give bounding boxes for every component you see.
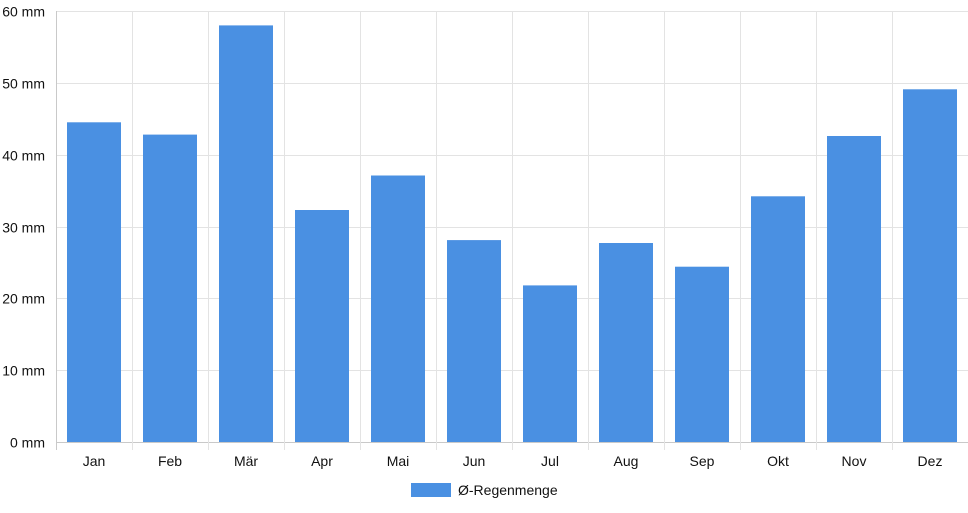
bars-layer [67, 25, 957, 443]
y-tick-label: 10 mm [2, 363, 45, 379]
axis-layer: 0 mm 10 mm 20 mm 30 mm 40 mm 50 mm 60 mm Jan Feb… [2, 4, 942, 470]
y-tick-label: 30 mm [2, 220, 45, 236]
bar [827, 136, 881, 442]
y-tick-label: 0 mm [10, 435, 45, 451]
x-tick-label: Okt [767, 453, 789, 469]
bar [143, 134, 197, 442]
x-tick-label: Nov [842, 453, 867, 469]
x-tick-label: Mär [234, 453, 258, 469]
bar [599, 243, 653, 442]
bar [675, 266, 729, 442]
x-tick-label: Jun [463, 453, 486, 469]
y-tick-label: 60 mm [2, 4, 45, 20]
bar [751, 196, 805, 442]
bar [371, 175, 425, 442]
legend: Ø-Regenmenge [411, 482, 558, 498]
x-tick-label: Jan [83, 453, 106, 469]
legend-swatch [411, 483, 451, 497]
grid-layer [56, 11, 968, 450]
bar [447, 240, 501, 442]
bar [219, 25, 273, 443]
y-tick-label: 50 mm [2, 76, 45, 92]
x-tick-label: Aug [614, 453, 639, 469]
bar [67, 122, 121, 443]
x-tick-label: Mai [387, 453, 410, 469]
legend-label: Ø-Regenmenge [458, 482, 558, 498]
bar [295, 210, 349, 442]
x-tick-label: Dez [918, 453, 943, 469]
y-tick-label: 20 mm [2, 291, 45, 307]
y-tick-label: 40 mm [2, 148, 45, 164]
x-tick-label: Feb [158, 453, 182, 469]
x-tick-label: Jul [541, 453, 559, 469]
x-tick-label: Apr [311, 453, 333, 469]
bar [523, 285, 577, 442]
x-tick-label: Sep [690, 453, 715, 469]
bar [903, 89, 957, 443]
